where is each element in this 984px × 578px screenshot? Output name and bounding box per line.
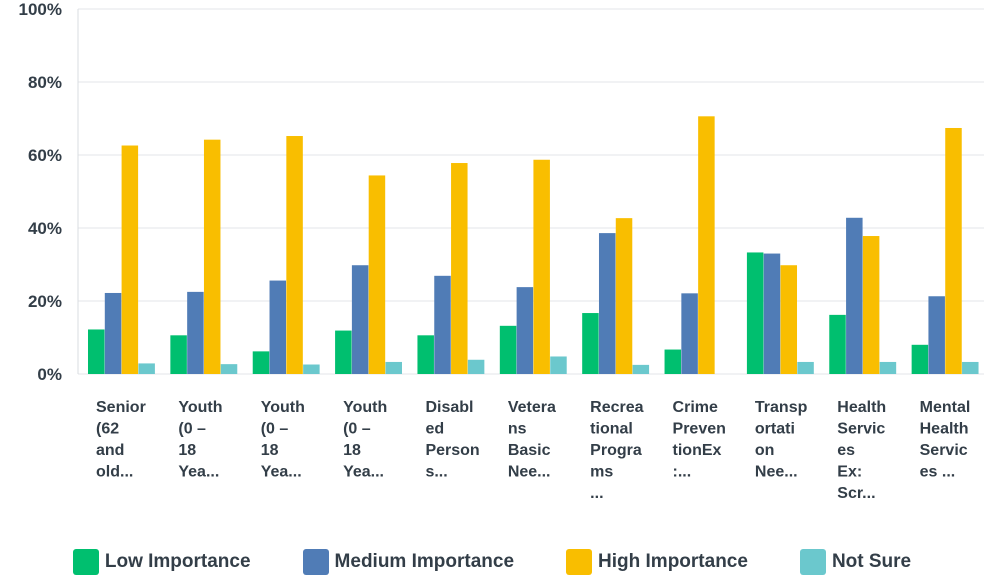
- bar-low-importance: [170, 335, 187, 374]
- bar-medium-importance: [187, 291, 204, 374]
- bar-high-importance: [615, 218, 633, 374]
- bar-low-importance: [499, 325, 517, 374]
- bar-low-importance: [252, 351, 270, 374]
- bar-not-sure: [467, 359, 485, 374]
- x-category-label: Health Servic es Ex: Scr...: [837, 399, 886, 502]
- bar-medium-importance: [598, 233, 616, 374]
- bar-not-sure: [632, 364, 650, 374]
- bar-medium-importance: [763, 253, 781, 374]
- bar-low-importance: [829, 314, 846, 374]
- legend-item: Low Importance: [72, 549, 251, 575]
- bar-medium-importance: [681, 293, 698, 374]
- bar-low-importance: [417, 335, 434, 374]
- bar-not-sure: [220, 364, 238, 374]
- legend-label: Not Sure: [831, 551, 912, 572]
- bar-medium-importance: [928, 296, 945, 374]
- bar-high-importance: [121, 145, 139, 374]
- bar-low-importance: [335, 330, 352, 374]
- legend-label: Medium Importance: [334, 551, 515, 572]
- bar-high-importance: [451, 163, 468, 374]
- bars: [88, 116, 979, 375]
- legend-swatch: [302, 549, 329, 575]
- bar-high-importance: [368, 175, 386, 374]
- x-category-label: Recrea tional Progra ms...: [590, 399, 643, 502]
- y-tick-label: 40%: [28, 219, 62, 238]
- y-tick-label: 80%: [28, 73, 62, 92]
- x-category-label: Youth (0 –18 Yea...: [178, 399, 222, 481]
- bar-not-sure: [385, 361, 402, 374]
- legend-item: Not Sure: [799, 549, 912, 575]
- legend-label: High Importance: [598, 551, 748, 572]
- bar-not-sure: [303, 364, 320, 374]
- bar-medium-importance: [104, 292, 122, 374]
- bar-high-importance: [203, 139, 221, 374]
- bar-medium-importance: [351, 265, 369, 374]
- bar-chart: 0% 20% 40% 60% 80% 100% Senior (62 and old... You…: [19, 0, 984, 502]
- bar-high-importance: [286, 136, 303, 374]
- legend-label: Low Importance: [104, 551, 251, 572]
- bar-high-importance: [862, 236, 880, 374]
- legend-swatch: [566, 549, 593, 575]
- x-axis-labels: Senior (62 and old... Youth (0 –18 Yea... Youth…: [96, 399, 970, 502]
- bar-low-importance: [746, 252, 764, 374]
- x-category-label: Disabl ed Person s...: [425, 399, 479, 481]
- x-category-label: Mental Health Servic es ...: [920, 399, 971, 481]
- x-category-label: Transp ortati on Nee...: [755, 399, 808, 481]
- y-tick-label: 60%: [28, 146, 62, 165]
- legend-swatch: [799, 549, 826, 575]
- bar-low-importance: [88, 329, 105, 374]
- x-category-label: Senior (62 and old...: [96, 399, 146, 481]
- bar-high-importance: [698, 116, 715, 374]
- x-category-label: Youth (0 –18 Yea...: [261, 399, 305, 481]
- y-axis-ticks: 0% 20% 40% 60% 80% 100%: [19, 0, 62, 384]
- y-tick-label: 100%: [19, 0, 62, 19]
- bar-high-importance: [780, 265, 798, 374]
- x-category-label: Crime Preven tionEx:...: [673, 399, 726, 481]
- bar-not-sure: [962, 361, 979, 374]
- x-category-label: Youth (0 –18 Yea...: [343, 399, 387, 481]
- bar-high-importance: [945, 127, 962, 375]
- bar-low-importance: [582, 313, 599, 374]
- x-category-label: Vetera ns Basic Nee...: [508, 399, 556, 481]
- legend-swatch: [72, 549, 99, 575]
- legend-item: High Importance: [566, 549, 748, 575]
- bar-medium-importance: [269, 280, 287, 374]
- bar-high-importance: [533, 159, 550, 374]
- bar-low-importance: [664, 349, 682, 374]
- bar-not-sure: [138, 363, 155, 374]
- bar-medium-importance: [516, 287, 534, 374]
- bar-not-sure: [550, 356, 567, 374]
- bar-not-sure: [797, 361, 814, 374]
- legend: Low Importance Medium Importance High Impo…: [0, 546, 984, 578]
- bar-low-importance: [911, 344, 929, 374]
- bar-medium-importance: [846, 217, 863, 374]
- legend-item: Medium Importance: [302, 549, 515, 575]
- bar-not-sure: [879, 361, 897, 374]
- bar-medium-importance: [434, 275, 451, 374]
- y-tick-label: 20%: [28, 292, 62, 311]
- y-tick-label: 0%: [37, 365, 62, 384]
